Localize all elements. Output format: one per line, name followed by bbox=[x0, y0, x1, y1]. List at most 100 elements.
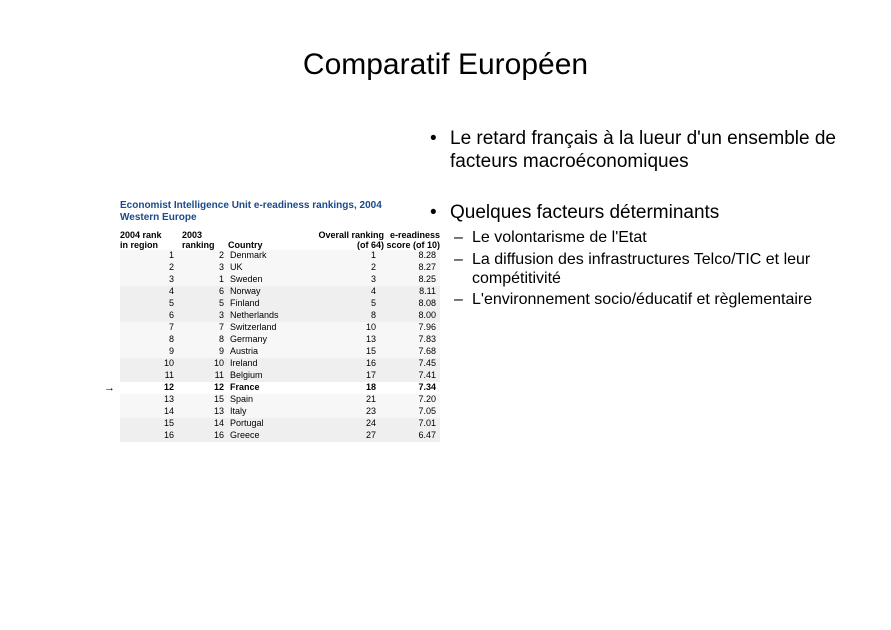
col-rank: 2004 rank in region bbox=[120, 230, 182, 250]
cell-rank: 2 bbox=[120, 262, 182, 274]
cell-country: Portugal bbox=[228, 418, 310, 430]
cell-prev: 2 bbox=[182, 250, 228, 262]
cell-country: Sweden bbox=[228, 274, 310, 286]
cell-overall: 8 bbox=[310, 310, 384, 322]
cell-prev: 8 bbox=[182, 334, 228, 346]
col-country-l: Country bbox=[228, 240, 263, 250]
cell-rank: 3 bbox=[120, 274, 182, 286]
col-country: Country bbox=[228, 230, 310, 250]
col-rank-l1: 2004 rank bbox=[120, 230, 182, 240]
left-column: Economist Intelligence Unit e-readiness … bbox=[30, 110, 420, 442]
table-row: 55Finland58.08 bbox=[120, 298, 440, 310]
cell-country: Austria bbox=[228, 346, 310, 358]
cell-prev: 16 bbox=[182, 430, 228, 442]
page-title: Comparatif Européen bbox=[0, 0, 891, 90]
cell-rank: 4 bbox=[120, 286, 182, 298]
cell-overall: 1 bbox=[310, 250, 384, 262]
sub-item-1: Le volontarisme de l'Etat bbox=[450, 228, 861, 247]
cell-country: Italy bbox=[228, 406, 310, 418]
cell-overall: 15 bbox=[310, 346, 384, 358]
cell-overall: 13 bbox=[310, 334, 384, 346]
table-body: 12Denmark18.2823UK28.2731Sweden38.2546No… bbox=[120, 250, 440, 442]
cell-rank: 5 bbox=[120, 298, 182, 310]
col-overall-l2: (of 64) bbox=[310, 240, 384, 250]
cell-country: Finland bbox=[228, 298, 310, 310]
cell-prev: 6 bbox=[182, 286, 228, 298]
cell-prev: 12 bbox=[182, 382, 228, 394]
cell-prev: 11 bbox=[182, 370, 228, 382]
cell-country: Norway bbox=[228, 286, 310, 298]
col-prev: 2003 ranking bbox=[182, 230, 228, 250]
table-row: 1111Belgium177.41 bbox=[120, 370, 440, 382]
bullet-list: Le retard français à la lueur d'un ensem… bbox=[430, 128, 861, 309]
table-row: 12Denmark18.28 bbox=[120, 250, 440, 262]
cell-overall: 23 bbox=[310, 406, 384, 418]
cell-prev: 9 bbox=[182, 346, 228, 358]
table-row: 99Austria157.68 bbox=[120, 346, 440, 358]
table-row: 46Norway48.11 bbox=[120, 286, 440, 298]
arrow-icon: → bbox=[104, 381, 115, 395]
right-column: Le retard français à la lueur d'un ensem… bbox=[420, 110, 861, 442]
cell-overall: 5 bbox=[310, 298, 384, 310]
bullet-1: Le retard français à la lueur d'un ensem… bbox=[430, 128, 861, 174]
col-overall: Overall ranking (of 64) bbox=[310, 230, 384, 250]
table-row: 31Sweden38.25 bbox=[120, 274, 440, 286]
cell-country: Greece bbox=[228, 430, 310, 442]
table-row: 63Netherlands88.00 bbox=[120, 310, 440, 322]
cell-country: Switzerland bbox=[228, 322, 310, 334]
cell-prev: 3 bbox=[182, 262, 228, 274]
table-row: 1315Spain217.20 bbox=[120, 394, 440, 406]
cell-overall: 3 bbox=[310, 274, 384, 286]
cell-country: Ireland bbox=[228, 358, 310, 370]
cell-prev: 10 bbox=[182, 358, 228, 370]
table-header: 2004 rank in region 2003 ranking Country… bbox=[120, 230, 440, 250]
cell-overall: 17 bbox=[310, 370, 384, 382]
table-row: 1616Greece276.47 bbox=[120, 430, 440, 442]
table-title: Economist Intelligence Unit e-readiness … bbox=[120, 200, 440, 230]
cell-overall: 24 bbox=[310, 418, 384, 430]
col-rank-l2: in region bbox=[120, 240, 182, 250]
sub-item-3: L'environnement socio/éducatif et règlem… bbox=[450, 290, 861, 309]
cell-country: Denmark bbox=[228, 250, 310, 262]
cell-overall: 10 bbox=[310, 322, 384, 334]
table-row: 1010Ireland167.45 bbox=[120, 358, 440, 370]
cell-country: UK bbox=[228, 262, 310, 274]
cell-overall: 2 bbox=[310, 262, 384, 274]
cell-prev: 14 bbox=[182, 418, 228, 430]
sub-list: Le volontarisme de l'Etat La diffusion d… bbox=[450, 228, 861, 309]
cell-overall: 21 bbox=[310, 394, 384, 406]
cell-country: Germany bbox=[228, 334, 310, 346]
cell-prev: 3 bbox=[182, 310, 228, 322]
cell-prev: 13 bbox=[182, 406, 228, 418]
cell-prev: 1 bbox=[182, 274, 228, 286]
cell-rank: 10 bbox=[120, 358, 182, 370]
cell-rank: 9 bbox=[120, 346, 182, 358]
cell-prev: 5 bbox=[182, 298, 228, 310]
cell-country: Spain bbox=[228, 394, 310, 406]
cell-rank: 16 bbox=[120, 430, 182, 442]
col-prev-l2: ranking bbox=[182, 240, 228, 250]
cell-country: France bbox=[228, 382, 310, 394]
bullet-2-text: Quelques facteurs déterminants bbox=[450, 202, 719, 223]
cell-prev: 15 bbox=[182, 394, 228, 406]
cell-country: Belgium bbox=[228, 370, 310, 382]
cell-rank: 6 bbox=[120, 310, 182, 322]
cell-rank: 15 bbox=[120, 418, 182, 430]
cell-overall: 16 bbox=[310, 358, 384, 370]
col-prev-l1: 2003 bbox=[182, 230, 228, 240]
cell-overall: 27 bbox=[310, 430, 384, 442]
ranking-table: Economist Intelligence Unit e-readiness … bbox=[120, 200, 440, 442]
cell-rank: 11 bbox=[120, 370, 182, 382]
col-overall-l1: Overall ranking bbox=[310, 230, 384, 240]
table-row: 88Germany137.83 bbox=[120, 334, 440, 346]
cell-rank: 12 bbox=[120, 382, 182, 394]
cell-rank: 8 bbox=[120, 334, 182, 346]
cell-country: Netherlands bbox=[228, 310, 310, 322]
cell-prev: 7 bbox=[182, 322, 228, 334]
sub-item-2: La diffusion des infrastructures Telco/T… bbox=[450, 250, 861, 288]
table-row: 23UK28.27 bbox=[120, 262, 440, 274]
cell-overall: 18 bbox=[310, 382, 384, 394]
table-row: 1413Italy237.05 bbox=[120, 406, 440, 418]
bullet-2: Quelques facteurs déterminants Le volont… bbox=[430, 202, 861, 310]
cell-rank: 13 bbox=[120, 394, 182, 406]
